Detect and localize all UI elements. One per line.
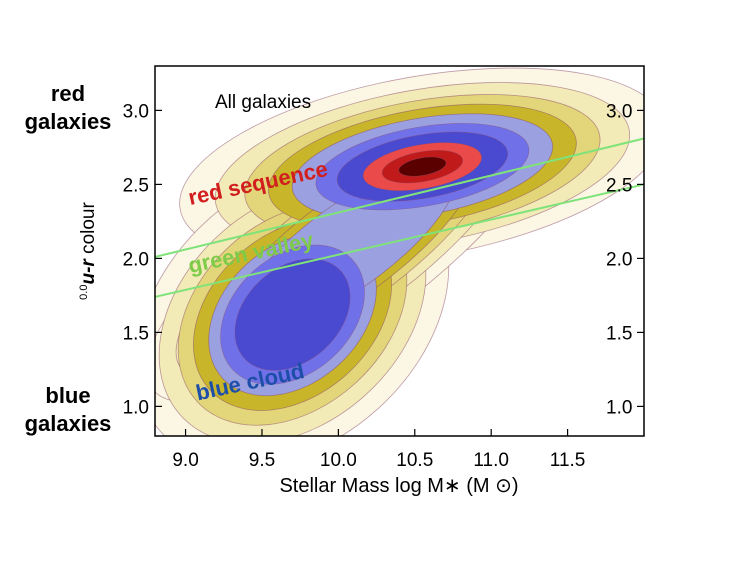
y-axis-label: 0.0u-r colour [78, 202, 99, 300]
y-tick-label-left: 2.0 [123, 249, 149, 270]
y-tick-label-right: 1.0 [606, 397, 632, 418]
y-axis-ticks-left: 1.0 1.5 2.0 2.5 3.0 [123, 101, 162, 418]
blue-galaxies-label: blue galaxies [12, 382, 124, 438]
y-tick-label-left: 1.5 [123, 323, 149, 344]
x-tick-label: 11.0 [473, 450, 509, 471]
y-tick-label-left: 3.0 [123, 101, 149, 122]
x-tick-label: 9.5 [249, 450, 275, 471]
chart-title: All galaxies [215, 92, 311, 113]
green-valley-boundary-2 [155, 183, 644, 298]
green-valley-boundary-1 [155, 137, 644, 258]
y-axis-ticks-right: 1.0 1.5 2.0 2.5 3.0 [606, 101, 644, 418]
red-galaxies-label-line2: galaxies [24, 109, 112, 134]
y-tick-label-right: 3.0 [606, 101, 632, 122]
green-valley-boundaries [155, 137, 644, 298]
contour-10-red [398, 156, 447, 177]
y-tick-label-right: 1.5 [606, 323, 632, 344]
density-contours [155, 67, 644, 436]
x-axis-ticks: 9.0 9.5 10.0 10.5 11.0 11.5 [172, 429, 585, 471]
red-galaxies-label: red galaxies [12, 80, 124, 136]
y-axis-label-variable: u-r [78, 258, 99, 285]
blue-galaxies-label-line2: galaxies [24, 411, 112, 436]
blue-galaxies-label-line1: blue [45, 383, 91, 408]
x-tick-label: 11.5 [550, 450, 586, 471]
red-galaxies-label-line1: red [50, 81, 86, 106]
x-tick-label: 10.5 [396, 450, 433, 471]
y-tick-label-left: 1.0 [123, 397, 149, 418]
x-tick-label: 10.0 [320, 450, 357, 471]
y-tick-label-right: 2.0 [606, 249, 632, 270]
y-tick-label-left: 2.5 [123, 175, 149, 196]
y-tick-label-right: 2.5 [606, 175, 632, 196]
plot-frame [154, 65, 645, 437]
x-axis-label: Stellar Mass log M∗ (M ⊙) [279, 475, 518, 497]
contour-level-10 [398, 156, 447, 177]
x-tick-label: 9.0 [172, 450, 198, 471]
y-axis-label-text: colour [78, 202, 99, 260]
y-axis-label-superscript: 0.0 [78, 285, 90, 300]
contour-7-blue [234, 258, 351, 371]
